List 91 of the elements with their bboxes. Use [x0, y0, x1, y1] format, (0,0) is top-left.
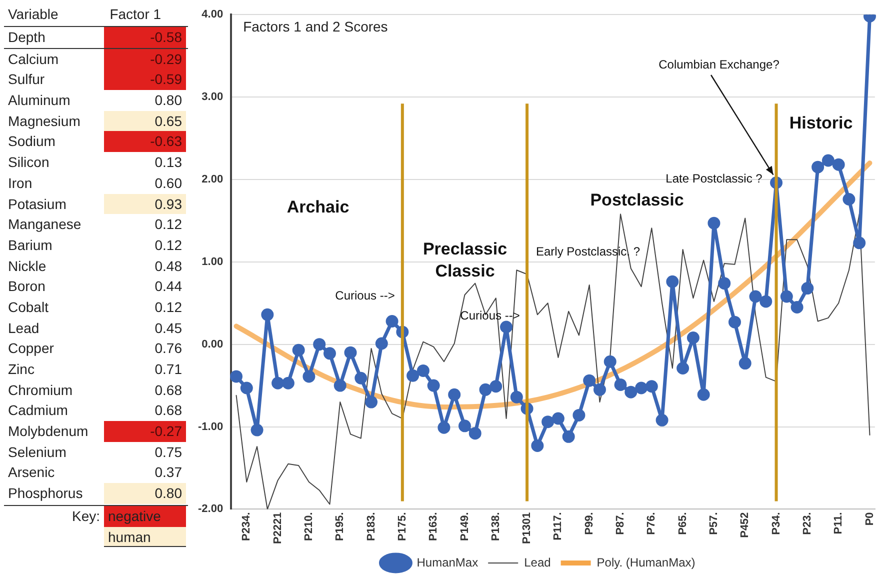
- data-label: 0.60: [104, 172, 186, 194]
- data-label: 0.45: [104, 318, 186, 338]
- data-label: 0.12: [104, 296, 186, 318]
- chart-title: Factors 1 and 2 Scores: [243, 18, 388, 34]
- x-tick-label: P65.: [676, 512, 689, 535]
- category-label: Calcium: [7, 50, 60, 69]
- text: Variable: [7, 6, 60, 24]
- category-label: Manganese: [7, 215, 82, 234]
- x-tick-label: P195.: [334, 512, 346, 541]
- category-label: Depth: [7, 28, 46, 47]
- category-label: Arsenic: [7, 463, 56, 482]
- data-label: 0.76: [104, 338, 186, 359]
- data-label: 0.68: [104, 380, 186, 400]
- text: negative: [104, 506, 186, 526]
- data-label: 0.48: [104, 256, 186, 276]
- category-label: Phosphorus: [7, 484, 84, 504]
- data-label: 0.37: [104, 462, 186, 484]
- annotation: Late Postclassic ?: [666, 171, 763, 186]
- data-label: 0.71: [104, 359, 186, 380]
- category-label: Aluminum: [7, 91, 72, 110]
- x-tick-label: P2221: [272, 512, 284, 544]
- x-tick-label: P452: [739, 512, 752, 538]
- y-tick-label: -1.00: [198, 420, 224, 433]
- data-label: 0.80: [104, 90, 186, 111]
- y-tick-label: 1.00: [202, 256, 224, 268]
- annotation: Preclassic: [422, 240, 508, 259]
- x-tick-label: P76.: [646, 512, 658, 535]
- data-label: 0.12: [104, 214, 186, 235]
- x-tick-label: P175.: [396, 512, 408, 541]
- annotation: Classic: [435, 262, 495, 281]
- annotation: Columbian Exchange?: [658, 57, 780, 72]
- category-label: Barium: [7, 236, 54, 255]
- category-label: Cadmium: [7, 401, 69, 420]
- data-label: 0.65: [104, 110, 186, 132]
- annotation: Curious -->: [335, 288, 395, 302]
- text: human: [104, 526, 186, 548]
- data-label: 0.75: [104, 442, 186, 462]
- category-label: Chromium: [7, 380, 74, 400]
- data-label: -0.63: [104, 131, 186, 152]
- category-label: Cobalt: [7, 298, 50, 317]
- x-tick-label: P163.: [428, 512, 440, 541]
- y-tick-label: 3.00: [202, 91, 224, 104]
- category-label: Lead: [7, 318, 40, 338]
- y-tick-label: -2.00: [198, 503, 224, 516]
- text: Factor 1: [108, 6, 162, 24]
- category-label: Sodium: [7, 132, 56, 152]
- legend-label: Lead: [524, 555, 551, 570]
- category-label: Molybdenum: [7, 422, 90, 442]
- x-tick-label: P99.: [583, 512, 596, 535]
- annotation: Postclassic: [590, 190, 684, 210]
- data-label: 0.93: [104, 194, 186, 214]
- text: Key:: [70, 506, 101, 526]
- y-tick-label: 0.00: [202, 338, 224, 350]
- category-label: Zinc: [7, 360, 36, 379]
- x-tick-label: P1301: [521, 512, 534, 544]
- category-label: Potasium: [7, 194, 68, 214]
- data-label: 0.68: [104, 400, 186, 422]
- category-label: Nickle: [7, 256, 48, 276]
- category-label: Silicon: [7, 153, 50, 172]
- data-label: -0.58: [104, 27, 186, 48]
- data-label: -0.27: [104, 421, 186, 442]
- category-label: Copper: [7, 339, 55, 358]
- x-tick-label: P183.: [365, 512, 378, 541]
- x-tick-label: P117.: [552, 512, 564, 540]
- x-tick-label: P138.: [490, 512, 502, 541]
- y-tick-label: 2.00: [202, 173, 224, 186]
- x-tick-label: P0: [864, 512, 876, 526]
- annotation: Archaic: [286, 198, 350, 217]
- data-label: 0.80: [104, 483, 186, 504]
- category-label: Boron: [7, 277, 46, 296]
- data-label: 0.44: [104, 276, 186, 297]
- category-label: Selenium: [7, 442, 68, 462]
- legend-label: Poly. (HumanMax): [596, 555, 696, 570]
- x-tick-label: P23.: [801, 512, 814, 535]
- y-tick-label: 4.00: [202, 8, 224, 21]
- category-label: Iron: [7, 174, 34, 193]
- x-tick-label: P87.: [614, 512, 627, 535]
- x-tick-label: P11.: [832, 512, 845, 534]
- data-label: -0.29: [104, 48, 186, 70]
- x-tick-label: P234.: [240, 512, 253, 541]
- data-label: 0.13: [104, 152, 186, 173]
- category-label: Sulfur: [7, 70, 46, 90]
- data-label: -0.59: [104, 69, 186, 90]
- annotation: Historic: [789, 114, 853, 133]
- x-tick-label: P210.: [302, 512, 315, 541]
- category-label: Magnesium: [7, 112, 82, 131]
- x-tick-label: P149.: [458, 512, 471, 541]
- data-label: 0.12: [104, 234, 186, 256]
- x-tick-label: P34.: [770, 512, 782, 535]
- legend-label: HumanMax: [416, 555, 478, 570]
- x-tick-label: P57.: [708, 512, 720, 535]
